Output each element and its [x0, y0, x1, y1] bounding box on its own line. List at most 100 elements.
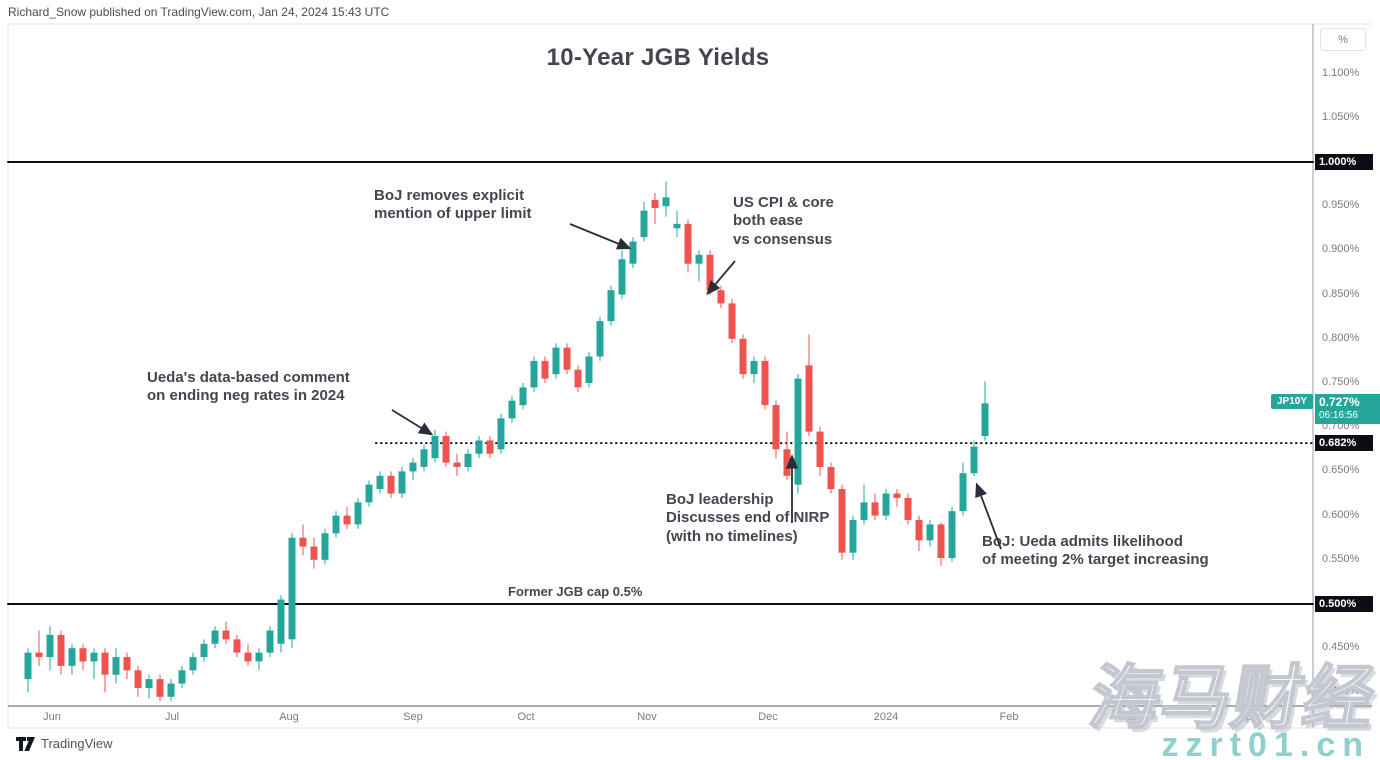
candle-body — [662, 197, 670, 207]
candle-body — [816, 431, 824, 467]
annotation-text-1: US CPI & core both ease vs consensus — [733, 194, 834, 248]
annotation-arrow-2 — [391, 409, 434, 436]
price-tick-label: 1.050% — [1322, 110, 1360, 123]
level-badge-1.000%: 1.000% — [1315, 154, 1373, 170]
candle-body — [596, 321, 604, 357]
month-label-Sep: Sep — [403, 711, 423, 723]
month-label-Oct: Oct — [517, 711, 535, 723]
candle-body — [299, 537, 307, 547]
candle-body — [288, 537, 296, 640]
candle-body — [926, 524, 934, 541]
candle-body — [123, 657, 131, 671]
candle-body — [244, 652, 252, 662]
byline: Richard_Snow published on TradingView.co… — [8, 5, 390, 19]
candle-body — [838, 489, 846, 553]
candle-body — [420, 449, 428, 467]
candle-body — [640, 210, 648, 238]
candle-body — [343, 515, 351, 525]
candle-body — [541, 360, 549, 379]
candle-body — [332, 515, 340, 534]
candle-body — [178, 670, 186, 684]
candle-body — [959, 473, 967, 512]
last-price-value: 0.727% — [1319, 395, 1360, 410]
annotation-text-4: BoJ: Ueda admits likelihood of meeting 2… — [982, 533, 1209, 569]
candle-body — [354, 502, 362, 525]
candle-body — [464, 453, 472, 467]
annotation-text-3: BoJ leadership Discusses end of NIRP (wi… — [666, 491, 830, 545]
annotation-text-0: BoJ removes explicit mention of upper li… — [374, 187, 532, 223]
candle-body — [629, 241, 637, 264]
candle-body — [508, 400, 516, 419]
candle-body — [574, 369, 582, 388]
candle-body — [497, 418, 505, 450]
month-label-2024: 2024 — [873, 711, 899, 723]
candle-body — [134, 670, 142, 688]
candle-body — [409, 462, 417, 472]
candle-body — [761, 360, 769, 406]
candle-body — [673, 223, 681, 229]
price-tick-label: 0.600% — [1322, 508, 1360, 521]
month-label-Aug: Aug — [279, 711, 299, 723]
annotation-arrow-0 — [569, 223, 632, 250]
candle-body — [860, 502, 868, 521]
candle-body — [519, 387, 527, 406]
candle-body — [739, 338, 747, 375]
candle-body — [200, 643, 208, 658]
candle-body — [321, 533, 329, 560]
candle-body — [211, 630, 219, 644]
candle-body — [530, 360, 538, 388]
page-title: 10-Year JGB Yields — [546, 44, 770, 71]
candle-body — [156, 679, 164, 697]
candle-body — [101, 652, 109, 675]
candle-body — [475, 440, 483, 454]
candle-body — [442, 436, 450, 463]
price-tick-label: 0.650% — [1322, 464, 1360, 477]
candle-body — [431, 436, 439, 459]
price-tick-label: 0.950% — [1322, 199, 1360, 212]
candle-body — [948, 511, 956, 559]
tradingview-logo[interactable]: TradingView — [16, 736, 113, 751]
candle-body — [717, 290, 725, 304]
level-badge-0.500%: 0.500% — [1315, 596, 1373, 612]
candle-body — [684, 223, 692, 264]
candle-body — [607, 290, 615, 322]
candle-body — [970, 446, 978, 474]
candle-body — [46, 634, 54, 658]
candle-body — [794, 378, 802, 485]
candle-body — [486, 440, 494, 454]
countdown-timer: 06:16:56 — [1319, 409, 1358, 421]
candle-body — [79, 648, 87, 662]
candle-body — [585, 356, 593, 383]
price-tick-label: 0.800% — [1322, 331, 1360, 344]
candle-body — [453, 462, 461, 467]
annotation-arrow-1 — [706, 260, 736, 296]
candle-body — [376, 475, 384, 490]
candle-body — [35, 652, 43, 658]
candle-body — [750, 360, 758, 375]
price-tick-label: 1.100% — [1322, 66, 1360, 79]
candle-body — [871, 502, 879, 516]
candle-body — [618, 259, 626, 295]
candle-body — [706, 254, 714, 291]
candle-body — [310, 546, 318, 560]
candle-body — [915, 520, 923, 541]
candle-body — [552, 347, 560, 375]
annotation-arrow-4 — [975, 482, 1002, 550]
price-scale-unit-button[interactable]: % — [1320, 28, 1366, 51]
month-label-Mar: Mar — [1118, 711, 1138, 723]
candle-body — [90, 652, 98, 662]
candle-body — [266, 630, 274, 653]
candle-body — [255, 652, 263, 662]
price-tick-label: 0.450% — [1322, 641, 1360, 654]
month-label-Apr: Apr — [1238, 711, 1256, 723]
candle-body — [904, 497, 912, 521]
tradingview-logo-icon — [16, 736, 35, 751]
candle-body — [68, 648, 76, 666]
candle-body — [112, 657, 120, 675]
candle-body — [695, 254, 703, 264]
last-price-badge: 0.727% 06:16:56 — [1315, 394, 1380, 424]
price-tick-label: 0.400% — [1322, 685, 1360, 698]
